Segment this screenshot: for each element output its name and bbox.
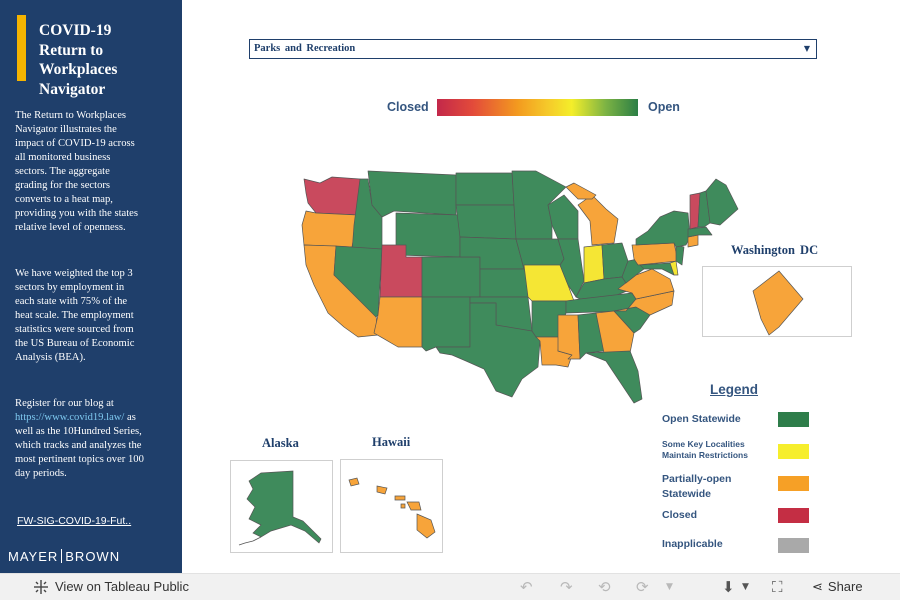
state-north-dakota[interactable] — [455, 172, 515, 206]
share-label: Share — [827, 579, 863, 594]
state-new-jersey[interactable] — [675, 244, 685, 266]
blog-link[interactable]: https://www.covid19.law/ — [15, 412, 125, 423]
sector-dropdown[interactable]: Parks and Recreation ▼ — [249, 39, 817, 59]
blog-suffix: as well as the 10Hundred Series, which t… — [15, 412, 144, 479]
dc-inset-box — [702, 266, 852, 337]
undo-icon[interactable]: ↶ — [520, 578, 533, 596]
view-on-tableau-link[interactable]: View on Tableau Public — [33, 579, 189, 594]
hawaii-lanai[interactable] — [400, 503, 406, 509]
legend-label-restrictions: Some Key Localities Maintain Restriction… — [662, 439, 748, 460]
blog-paragraph: Register for our blog at https://www.cov… — [15, 397, 145, 481]
state-arizona[interactable] — [373, 296, 423, 348]
state-oregon[interactable] — [301, 210, 359, 248]
state-texas[interactable] — [435, 302, 541, 398]
hawaii-kauai[interactable] — [348, 477, 360, 487]
share-button[interactable]: ⋖ Share — [812, 579, 863, 595]
view-on-tableau-label: View on Tableau Public — [55, 579, 189, 594]
state-new-york[interactable] — [635, 210, 691, 248]
title-line: Navigator — [39, 80, 106, 98]
redo-icon[interactable]: ↷ — [560, 578, 573, 596]
state-alabama[interactable] — [577, 312, 605, 360]
state-idaho[interactable] — [351, 178, 383, 256]
logo-word-left: MAYER — [8, 549, 59, 564]
hawaii-oahu[interactable] — [376, 485, 388, 495]
legend-label-inapplicable: Inapplicable — [662, 538, 723, 550]
state-illinois[interactable] — [557, 238, 585, 298]
title-line: Return to — [39, 41, 104, 59]
state-nevada[interactable] — [333, 245, 383, 318]
alaska-inset-box — [230, 460, 333, 553]
title-line: Workplaces — [39, 61, 118, 78]
state-washington[interactable] — [303, 176, 361, 216]
chevron-down-icon[interactable]: ▼ — [803, 44, 810, 53]
refresh-menu-chevron-icon[interactable]: ▼ — [666, 582, 673, 592]
legend-swatch-restrictions — [778, 444, 809, 459]
logo-word-right: BROWN — [65, 549, 121, 564]
blog-prefix: Register for our blog at — [15, 398, 114, 409]
hawaii-maui[interactable] — [406, 501, 422, 511]
state-delaware[interactable] — [669, 260, 679, 276]
alaska-inset-title: Alaska — [262, 436, 299, 450]
state-pennsylvania[interactable] — [631, 242, 679, 266]
share-icon: ⋖ — [812, 580, 823, 595]
state-indiana[interactable] — [583, 244, 605, 284]
legend-swatch-inapplicable — [778, 538, 809, 553]
legend-label-open: Open Statewide — [662, 413, 741, 425]
state-colorado[interactable] — [421, 256, 481, 298]
sidebar: COVID-19 Return to Workplaces Navigator … — [0, 0, 182, 573]
state-new-mexico[interactable] — [421, 296, 471, 352]
download-menu-chevron-icon[interactable]: ▼ — [742, 582, 749, 592]
legend-swatch-partial — [778, 476, 809, 491]
dc-shape[interactable] — [752, 270, 804, 336]
fullscreen-icon[interactable]: ⛶ — [772, 578, 783, 596]
sector-dropdown-value: Parks and Recreation — [254, 43, 356, 54]
hawaii-inset-box — [340, 459, 443, 553]
dc-inset-title: Washington DC — [731, 243, 819, 257]
hawaii-molokai[interactable] — [394, 495, 406, 501]
state-virginia[interactable] — [617, 268, 675, 300]
download-icon[interactable]: ⬇ — [722, 578, 735, 596]
logo-separator — [61, 549, 63, 563]
state-wisconsin[interactable] — [547, 194, 579, 240]
file-link[interactable]: FW-SIG-COVID-19-Fut.. — [17, 515, 132, 527]
title-line: COVID-19 — [39, 22, 112, 39]
alaska-shape[interactable] — [246, 470, 322, 544]
dc-inset-map — [752, 270, 804, 336]
legend-swatch-closed — [778, 508, 809, 523]
state-iowa[interactable] — [515, 238, 565, 270]
state-montana[interactable] — [367, 170, 457, 218]
legend-label-closed: Closed — [662, 509, 698, 521]
methodology-paragraph: We have weighted the top 3 sectors by em… — [15, 268, 135, 363]
hawaii-inset-map — [348, 477, 436, 539]
scale-open-label: Open — [648, 100, 680, 114]
us-state-map — [301, 170, 739, 404]
title-accent-bar — [17, 15, 26, 81]
revert-icon[interactable]: ⟲ — [598, 578, 611, 596]
tableau-logo-icon — [34, 580, 48, 594]
scale-closed-label: Closed — [387, 100, 429, 114]
refresh-icon[interactable]: ⟳ — [636, 578, 649, 596]
state-georgia[interactable] — [595, 310, 635, 354]
alaska-islands — [238, 536, 262, 546]
state-michigan-up[interactable] — [565, 182, 597, 200]
state-south-dakota[interactable] — [455, 204, 517, 240]
mayer-brown-logo: MAYER BROWN — [8, 549, 120, 564]
alaska-inset-map — [238, 470, 322, 546]
dashboard-title: COVID-19 Return to Workplaces Navigator — [39, 21, 179, 99]
legend-label-partial: Partially-open Statewide — [662, 473, 732, 500]
state-michigan[interactable] — [577, 194, 619, 246]
legend-swatch-open — [778, 412, 809, 427]
tableau-toolbar: View on Tableau Public ↶ ↷ ⟲ ⟳ ▼ ⬇ ▼ ⛶ ⋖… — [0, 573, 900, 600]
hawaii-big-island[interactable] — [416, 513, 436, 539]
openness-scale-bar — [437, 99, 638, 116]
description-paragraph: The Return to Workplaces Navigator illus… — [15, 110, 138, 233]
hawaii-inset-title: Hawaii — [372, 435, 411, 449]
state-florida[interactable] — [585, 350, 643, 404]
state-maine[interactable] — [705, 178, 739, 226]
state-kansas[interactable] — [479, 268, 529, 298]
legend-title: Legend — [710, 382, 759, 397]
